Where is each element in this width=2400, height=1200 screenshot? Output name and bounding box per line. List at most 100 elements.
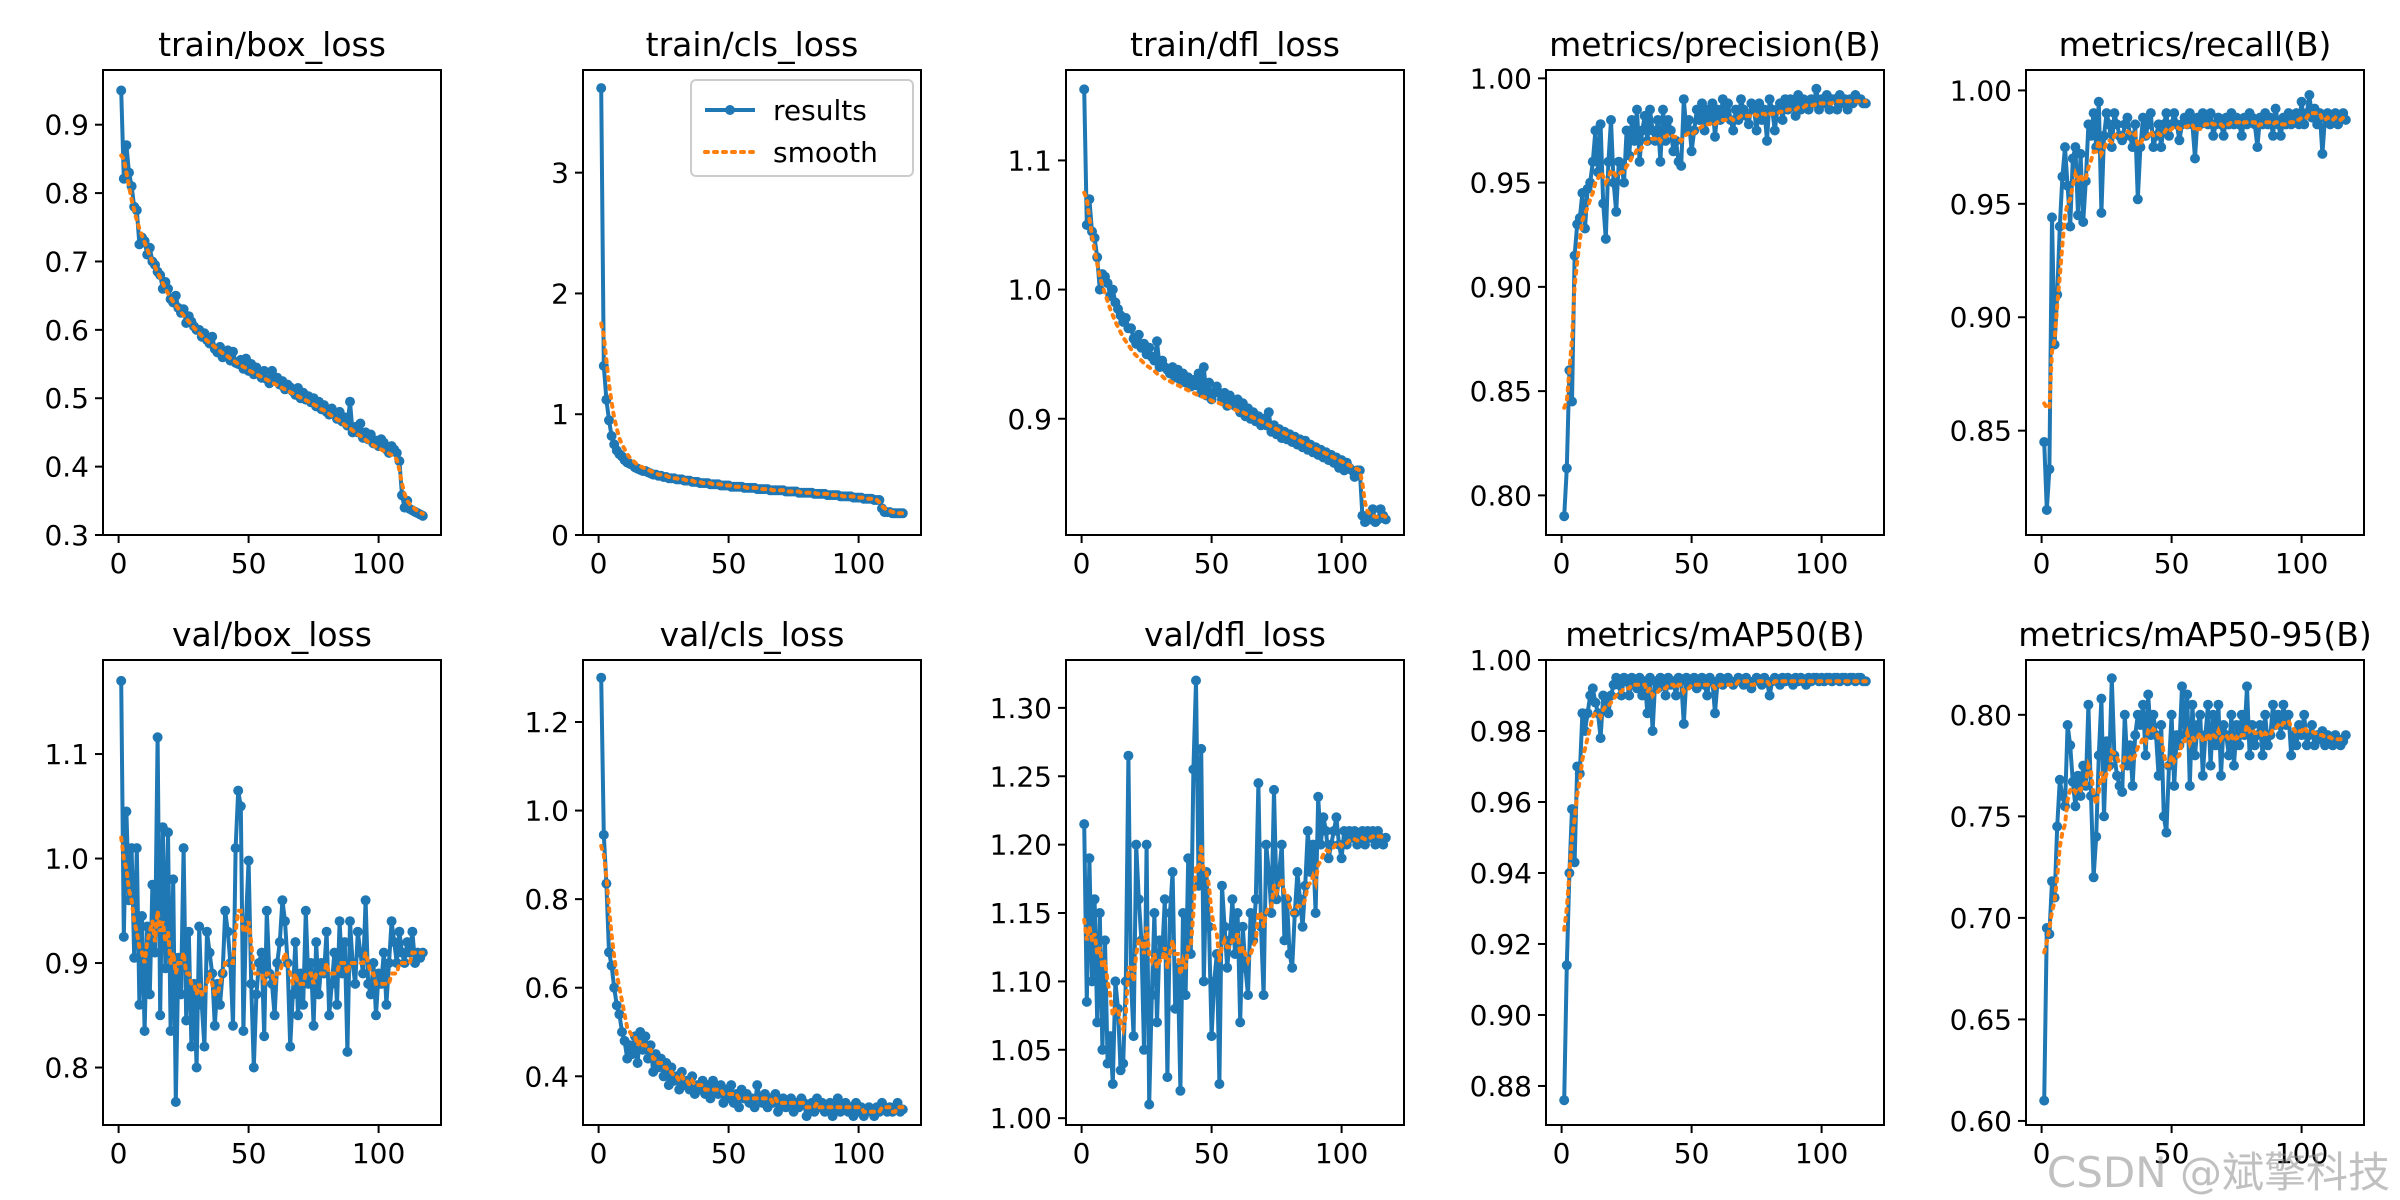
x-tick-label: 0 [2033, 547, 2051, 580]
results-point [337, 968, 348, 979]
results-point [1668, 146, 1679, 157]
x-tick-label: 0 [1073, 1137, 1091, 1170]
results-point [2047, 876, 2057, 887]
smooth-line [599, 844, 905, 1114]
results-point [2169, 108, 2180, 119]
x-tick-label: 0 [1553, 547, 1571, 580]
x-tick-label: 50 [2154, 1137, 2190, 1170]
y-tick-label: 0.85 [1950, 415, 2012, 448]
results-point [1647, 125, 1658, 136]
results-point [1308, 839, 1318, 850]
smooth-line [1562, 99, 1868, 410]
x-tick-label: 100 [352, 1137, 405, 1170]
results-point [1133, 894, 1144, 905]
results-point [596, 672, 607, 683]
results-point [2312, 119, 2323, 130]
results-point [632, 1058, 643, 1068]
results-point [324, 1010, 335, 1021]
results-point [1118, 1058, 1129, 1069]
results-point [752, 1080, 763, 1091]
results-point [1723, 98, 1733, 109]
plot-frame [582, 69, 922, 536]
results-point [2182, 689, 2193, 700]
results-point [1637, 690, 1648, 701]
results-point [300, 905, 311, 916]
legend-smooth-label: smooth [773, 136, 878, 169]
results-point [386, 916, 397, 927]
results-point [2143, 689, 2154, 700]
y-tick-label: 3 [551, 157, 569, 190]
results-point [749, 1102, 760, 1113]
results-point [381, 999, 392, 1010]
results-point [2299, 119, 2310, 130]
results-point [1587, 156, 1598, 167]
results-point [2286, 750, 2297, 761]
subplot-title: val/cls_loss [660, 615, 845, 654]
results-point [2190, 153, 2200, 164]
results-point [645, 1040, 656, 1051]
results-point [1144, 1099, 1155, 1110]
results-point [1606, 115, 1616, 125]
results-point [230, 843, 241, 854]
x-tick-label: 0 [1553, 1137, 1571, 1170]
results-point [1128, 1031, 1139, 1042]
y-tick-label: 2 [551, 277, 569, 310]
results-point [2132, 194, 2143, 205]
results-point [321, 926, 332, 937]
x-tick-label: 50 [231, 547, 267, 580]
results-point [1613, 679, 1624, 690]
results-point [183, 926, 194, 937]
x-tick-label: 50 [1194, 1137, 1230, 1170]
results-point [1302, 826, 1313, 836]
results-point [2158, 119, 2169, 130]
results-point [1728, 125, 1739, 136]
results-point [2164, 130, 2174, 141]
results-point [609, 982, 620, 993]
y-tick-label: 1.2 [524, 706, 569, 739]
y-tick-label: 0.7 [44, 245, 89, 278]
results-line [1562, 675, 1866, 1101]
plot-frame [1065, 659, 1405, 1126]
results-point [2109, 108, 2120, 119]
results-point [1655, 156, 1666, 167]
results-point [1702, 690, 1713, 701]
results-point [2283, 709, 2294, 720]
y-tick-label: 1.00 [1470, 62, 1532, 95]
results-point [269, 1010, 280, 1021]
y-tick-label: 1.1 [1007, 144, 1052, 177]
results-point [394, 926, 405, 937]
results-point [1191, 380, 1201, 391]
subplot: metrics/recall(B) 0 50 100 0.85 0.90 0.95 1.00 [1950, 25, 2365, 580]
results-point [1360, 839, 1370, 850]
subplot: val/cls_loss 0 50 100 0.4 0.6 0.8 1.0 1.2 [524, 615, 922, 1170]
x-tick-label: 0 [110, 547, 128, 580]
results-point [1629, 135, 1640, 146]
results-point [311, 937, 322, 948]
results-point [2205, 108, 2216, 119]
y-tick-label: 0.85 [1470, 375, 1532, 408]
results-point [186, 1041, 197, 1052]
results-point [2101, 736, 2112, 747]
results-point [2208, 130, 2219, 141]
results-point [2125, 740, 2135, 751]
results-point [2070, 801, 2081, 812]
results-point [116, 675, 127, 686]
results-point [1198, 362, 1209, 373]
results-point [2174, 135, 2185, 146]
x-tick-label: 0 [2033, 1137, 2051, 1170]
y-tick-label: 0.5 [44, 382, 89, 415]
results-point [2130, 730, 2141, 741]
results-point [832, 1093, 843, 1104]
results-point [2156, 142, 2167, 153]
results-point [2057, 791, 2068, 801]
results-point [2099, 130, 2109, 141]
y-tick-label: 0 [551, 519, 569, 552]
results-point [1665, 125, 1676, 136]
results-point [1204, 377, 1214, 388]
results-point [2299, 709, 2310, 720]
smooth-line [119, 153, 425, 516]
results-point [251, 989, 262, 1000]
results-point [2184, 108, 2195, 119]
results-point [345, 396, 355, 407]
results-point [1089, 894, 1100, 905]
